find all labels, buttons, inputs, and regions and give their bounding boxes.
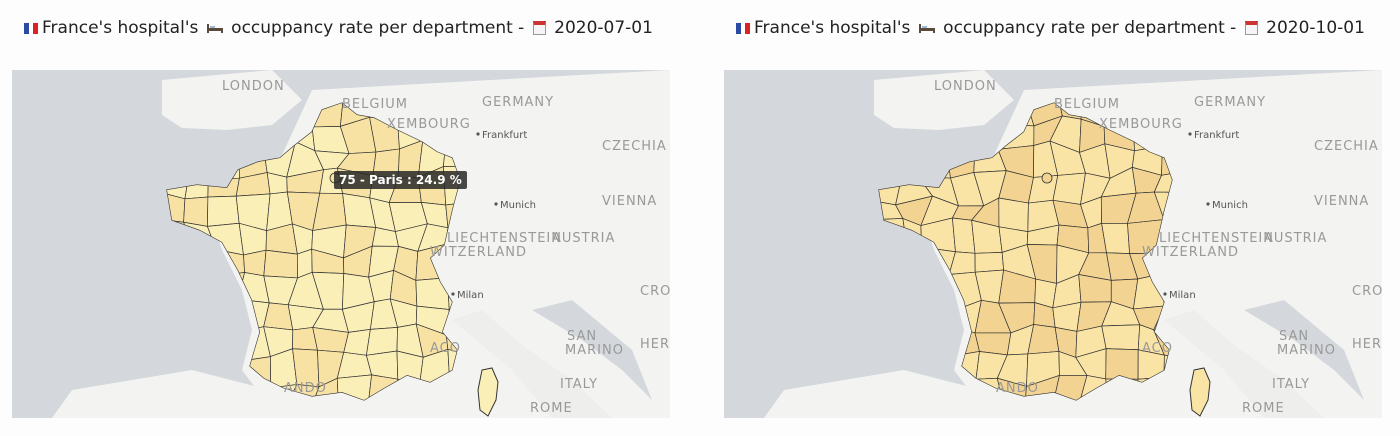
map-label-luxembourg: XEMBOURG [387, 117, 471, 132]
italy-land [452, 310, 612, 418]
map-label-san: SAN [567, 329, 597, 344]
map-label-austria: AUSTRIA [552, 231, 615, 246]
corsica [477, 367, 499, 417]
choropleth-map[interactable]: LONDON BELGIUM GERMANY XEMBOURG Frankfurt CZE… [724, 70, 1382, 418]
map-label-switzerland: WITZERLAND [1142, 245, 1239, 260]
department-shape [1105, 348, 1139, 380]
map-label-belgium: BELGIUM [1054, 97, 1120, 112]
choropleth-map[interactable]: LONDON BELGIUM GERMANY XEMBOURG Frankfurt CZE… [12, 70, 670, 418]
map-label-italy: ITALY [1272, 377, 1310, 392]
department-shape [1101, 324, 1141, 351]
map-label-rome: ROME [530, 401, 573, 416]
map-label-czechia: CZECHIA [602, 139, 667, 154]
map-label-germany: GERMANY [482, 95, 554, 110]
department-shape [365, 327, 398, 356]
title-prefix: France's hospital's [42, 18, 199, 38]
calendar-icon [1244, 21, 1258, 35]
map-label-andorra: ANDO [996, 381, 1039, 396]
map-label-milan: Milan [457, 290, 484, 301]
map-panel-2020-07-01: France's hospital's occuppancy rate per … [12, 0, 672, 436]
map-label-munich: Munich [1212, 200, 1248, 211]
map-canvas[interactable]: LONDON BELGIUM GERMANY XEMBOURG Frankfurt CZE… [12, 70, 670, 418]
adriatic-sea [1244, 300, 1364, 400]
bed-icon [918, 24, 935, 33]
map-label-vienna: VIENNA [1314, 194, 1369, 209]
france-flag-icon [24, 19, 38, 34]
title-date: 2020-10-01 [1266, 18, 1365, 38]
city-dot [1206, 202, 1210, 206]
map-label-rome: ROME [1242, 401, 1285, 416]
map-title: France's hospital's occuppancy rate per … [736, 18, 1384, 38]
map-label-frankfurt: Frankfurt [482, 130, 527, 141]
spain-land [764, 370, 1064, 418]
map-label-croatia: CROA [640, 284, 670, 299]
map-label-marino: MARINO [1277, 343, 1336, 358]
uk-land [162, 70, 302, 130]
uk-land [874, 70, 1014, 130]
map-title: France's hospital's occuppancy rate per … [24, 18, 672, 38]
map-label-milan: Milan [1169, 290, 1196, 301]
department-shape [1052, 301, 1082, 332]
map-label-herz: HERZ [1352, 337, 1382, 352]
map-label-andorra: ANDO [284, 381, 327, 396]
title-middle: occuppancy rate per department - [231, 18, 525, 38]
map-label-germany: GERMANY [1194, 95, 1266, 110]
map-label-liechtenstein: LIECHTENSTEIN [1159, 231, 1274, 246]
france-flag-icon [736, 19, 750, 34]
map-label-marino: MARINO [565, 343, 624, 358]
italy-land [1164, 310, 1324, 418]
title-date: 2020-07-01 [554, 18, 653, 38]
paris-department [1041, 172, 1053, 184]
map-label-frankfurt: Frankfurt [1194, 130, 1239, 141]
map-label-liechtenstein: LIECHTENSTEIN [447, 231, 562, 246]
corsica [1189, 367, 1211, 417]
map-label-croatia: CROA [1352, 284, 1382, 299]
map-label-belgium: BELGIUM [342, 97, 408, 112]
map-label-italy: ITALY [560, 377, 598, 392]
department-tooltip: 75 - Paris : 24.9 % [334, 171, 467, 189]
city-dot [476, 132, 480, 136]
city-dot [1163, 292, 1167, 296]
map-label-san: SAN [1279, 329, 1309, 344]
map-label-herz: HERZ [640, 337, 670, 352]
calendar-icon [532, 21, 546, 35]
department-shape [1153, 170, 1172, 193]
title-middle: occuppancy rate per department - [943, 18, 1237, 38]
department-shape [183, 196, 209, 227]
map-label-vienna: VIENNA [602, 194, 657, 209]
map-label-london: LONDON [222, 79, 285, 94]
map-canvas[interactable]: LONDON BELGIUM GERMANY XEMBOURG Frankfurt CZE… [724, 70, 1382, 418]
map-label-monaco: ACO [1142, 341, 1173, 356]
department-shape [974, 252, 1005, 273]
title-prefix: France's hospital's [754, 18, 911, 38]
city-dot [1188, 132, 1192, 136]
adriatic-sea [532, 300, 652, 400]
map-panel-2020-10-01: France's hospital's occuppancy rate per … [724, 0, 1384, 436]
department-shape [243, 249, 267, 277]
city-dot [494, 202, 498, 206]
city-dot [451, 292, 455, 296]
department-shape [998, 197, 1029, 233]
map-label-switzerland: WITZERLAND [430, 245, 527, 260]
department-shape [1052, 172, 1086, 205]
map-label-austria: AUSTRIA [1264, 231, 1327, 246]
department-shape [263, 249, 298, 279]
department-shape [207, 195, 240, 227]
spain-land [52, 370, 352, 418]
map-label-munich: Munich [500, 200, 536, 211]
department-shape [1027, 324, 1060, 355]
department-shape [1101, 223, 1130, 255]
map-label-london: LONDON [934, 79, 997, 94]
map-label-luxembourg: XEMBOURG [1099, 117, 1183, 132]
map-label-monaco: ACO [430, 341, 461, 356]
bed-icon [206, 24, 223, 33]
map-label-czechia: CZECHIA [1314, 139, 1379, 154]
